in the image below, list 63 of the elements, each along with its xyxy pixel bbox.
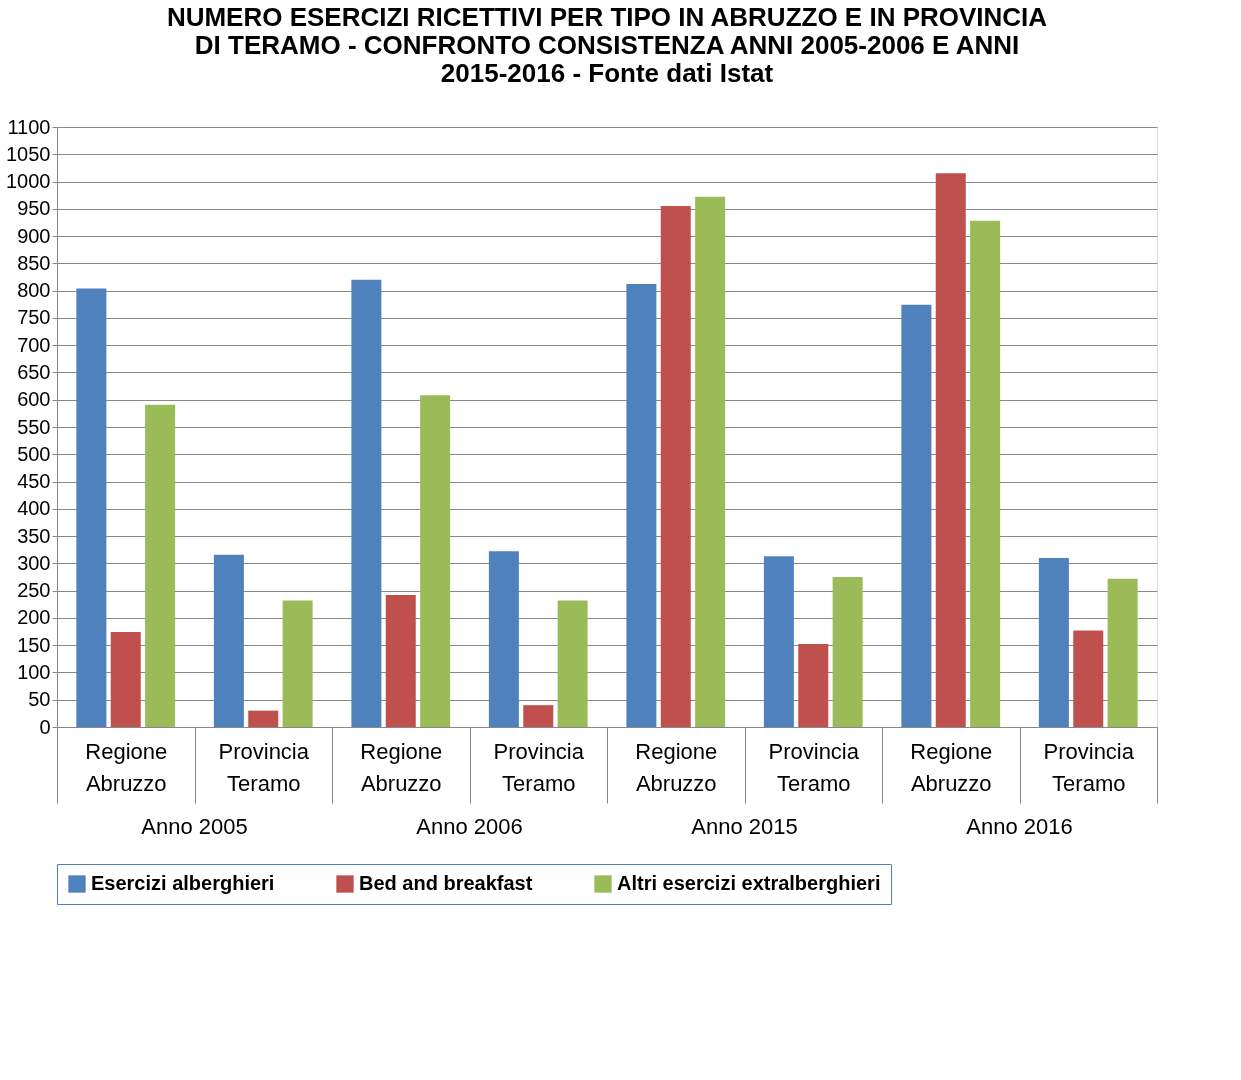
bar (695, 196, 726, 727)
y-tick-label: 150 (17, 633, 51, 656)
bar (385, 595, 416, 727)
x-tick-label: Regione Abruzzo (910, 738, 993, 796)
y-tick-label: 800 (17, 279, 51, 302)
bar (488, 551, 519, 727)
x-tick-label: Regione Abruzzo (635, 738, 718, 796)
chart-title: NUMERO ESERCIZI RICETTIVI PER TIPO IN ABRUZZO E IN PROVINCIA DI TERAMO - CONFRONTO CONSISTENZA ANNI 2005-2006 E ANNI 2015-2016 - Fonte dati Istat (166, 2, 1048, 88)
text: Anno 2006 (416, 814, 523, 839)
x-tick-label: Regione Abruzzo (360, 738, 443, 796)
bar (110, 632, 141, 727)
bar (420, 395, 451, 727)
text: Anno 2016 (966, 814, 1073, 839)
y-tick-label: 300 (17, 551, 51, 574)
x-tick-label: Provincia Teramo (493, 738, 585, 796)
x-tick-label: Provincia Teramo (218, 738, 310, 796)
y-tick-label: 850 (17, 251, 51, 274)
y-tick-label: 250 (17, 579, 51, 602)
bar (1073, 630, 1104, 727)
x-tick-label: Regione Abruzzo (85, 738, 168, 796)
y-tick-label: 550 (17, 415, 51, 438)
x-tick-label: Provincia Teramo (768, 738, 860, 796)
bar (1107, 578, 1138, 727)
y-tick-label: 500 (17, 442, 51, 465)
y-tick-label: 400 (17, 497, 51, 520)
bar (523, 705, 554, 727)
bar (798, 644, 829, 727)
bar (970, 220, 1001, 727)
legend-label: Bed and breakfast (359, 872, 533, 894)
y-tick-label: 600 (17, 388, 51, 411)
text: Anno 2005 (141, 814, 248, 839)
y-tick-label: 50 (28, 688, 51, 711)
y-tick-label: 200 (17, 606, 51, 629)
bar (935, 173, 966, 727)
x-tick-label: Provincia Teramo (1043, 738, 1135, 796)
y-tick-label: 0 (39, 715, 51, 738)
bar (282, 600, 313, 727)
y-tick-label: 1050 (6, 142, 51, 165)
bar (763, 556, 794, 727)
y-tick-label: 100 (17, 660, 51, 683)
bar (248, 710, 279, 727)
legend-label: Altri esercizi extralberghieri (617, 872, 881, 894)
y-tick-label: 900 (17, 224, 51, 247)
bar (76, 288, 107, 727)
y-tick-label: 950 (17, 197, 51, 220)
bar (832, 577, 863, 727)
bar (901, 304, 932, 727)
y-tick-label: 1000 (6, 170, 51, 193)
y-tick-label: 350 (17, 524, 51, 547)
text: Anno 2015 (691, 814, 798, 839)
bar (626, 284, 657, 727)
y-tick-label: 650 (17, 360, 51, 383)
y-tick-label: 700 (17, 333, 51, 356)
bar (213, 554, 244, 727)
y-tick-label: 1100 (7, 115, 51, 138)
bar (557, 600, 588, 727)
legend-label: Esercizi alberghieri (91, 872, 275, 894)
bar (1038, 557, 1069, 727)
bar (145, 404, 176, 727)
y-tick-label: 450 (17, 470, 51, 493)
bar (660, 206, 691, 727)
bar (351, 279, 382, 727)
y-tick-label: 750 (17, 306, 51, 329)
